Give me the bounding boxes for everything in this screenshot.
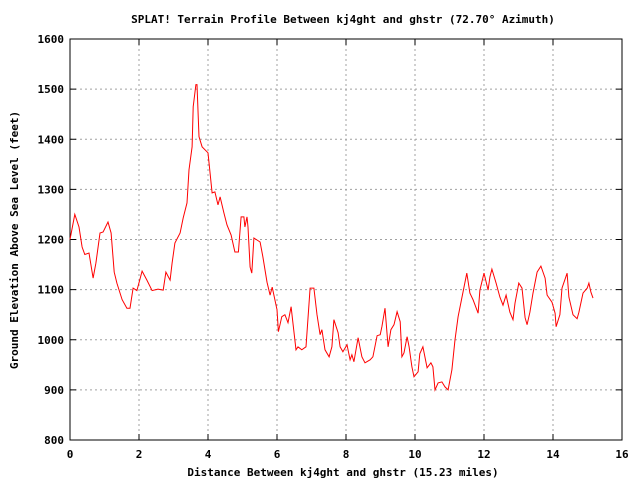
- y-tick-label: 1300: [38, 183, 65, 196]
- x-tick-label: 0: [67, 448, 74, 461]
- axis-ticks: 0 2 4 6 8 10 12 14 16 800 900 1000 1100 1200 1300 1400 1…: [38, 33, 629, 461]
- x-tick-label: 6: [274, 448, 281, 461]
- y-tick-label: 1500: [38, 83, 65, 96]
- x-tick-label: 4: [205, 448, 212, 461]
- y-tick-label: 800: [44, 434, 64, 447]
- x-tick-label: 10: [408, 448, 421, 461]
- x-tick-label: 8: [343, 448, 350, 461]
- y-tick-label: 1600: [38, 33, 65, 46]
- y-tick-label: 1000: [38, 334, 65, 347]
- y-axis-label: Ground Elevation Above Sea Level (feet): [8, 111, 21, 369]
- y-tick-label: 1200: [38, 234, 65, 247]
- x-tick-label: 2: [136, 448, 143, 461]
- x-axis-label: Distance Between kj4ght and ghstr (15.23…: [187, 466, 498, 479]
- x-tick-label: 14: [546, 448, 560, 461]
- terrain-line: [69, 84, 594, 392]
- x-tick-label: 12: [477, 448, 490, 461]
- y-tick-label: 1400: [38, 133, 65, 146]
- grid-lines: [70, 39, 622, 440]
- chart-title: SPLAT! Terrain Profile Between kj4ght an…: [131, 13, 555, 26]
- y-tick-label: 1100: [38, 284, 65, 297]
- x-tick-label: 16: [615, 448, 629, 461]
- y-tick-label: 900: [44, 384, 64, 397]
